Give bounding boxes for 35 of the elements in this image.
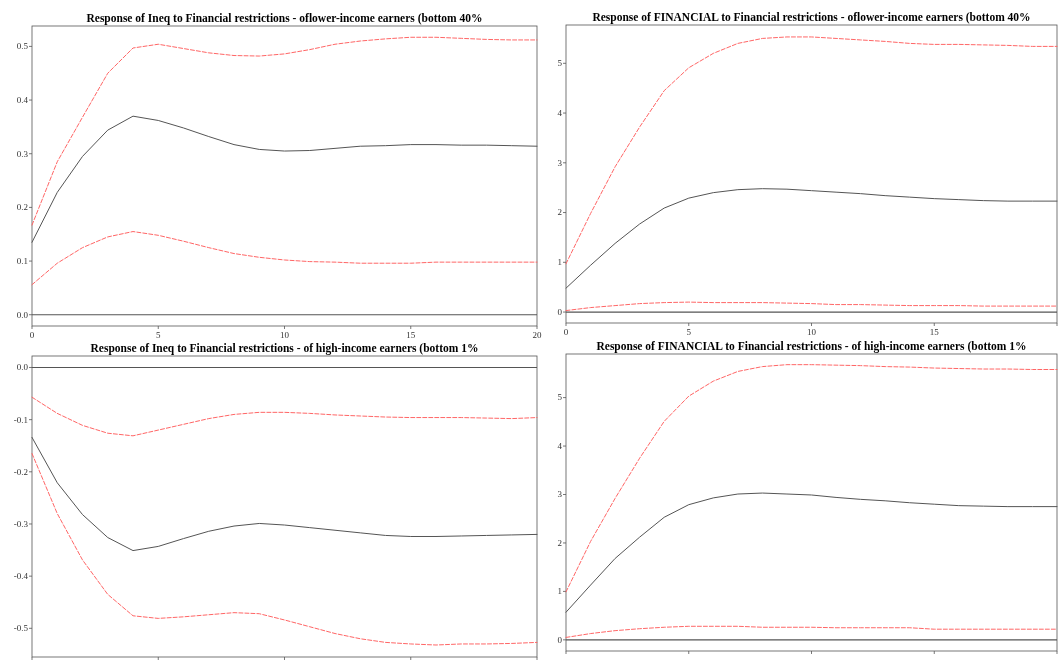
y-tick-label: 2 [557,207,562,218]
y-tick-label: 0.4 [16,94,29,105]
chart-title: Response of FINANCIAL to Financial restrictions - of high-income earners (bottom 1% [596,340,1027,353]
x-tick-label: 20 [532,330,542,340]
y-tick-label: 5 [557,58,563,69]
y-tick-label: 2 [557,537,562,548]
x-tick-label: 5 [686,327,692,337]
x-tick-label: 10 [807,327,817,337]
y-tick-label: -0.5 [13,623,29,634]
chart-title: Response of FINANCIAL to Financial restrictions - oflower-income earners (bottom 40% [592,11,1031,24]
x-tick-label: 10 [280,330,290,340]
x-tick-label: 5 [156,330,161,340]
chart-title: Response of Ineq to Financial restrictions - of high-income earners (bottom 1% [90,342,479,355]
y-tick-label: 0.2 [16,202,28,213]
y-tick-label: 1 [557,257,562,268]
chart-title: Response of Ineq to Financial restrictions - oflower-income earners (bottom 40% [86,12,483,25]
y-tick-label: 0.1 [16,255,28,266]
y-tick-label: -0.4 [13,571,29,582]
y-tick-label: 4 [557,107,563,118]
y-tick-label: 0 [557,306,563,317]
y-tick-label: 4 [557,440,563,451]
y-tick-label: 3 [557,489,563,500]
y-tick-label: 0.5 [16,41,29,52]
y-tick-label: 0.0 [16,309,29,320]
x-tick-label: 15 [406,330,416,340]
y-tick-label: 3 [557,157,563,168]
x-tick-label: 15 [929,327,940,337]
y-tick-label: 0.3 [16,148,29,159]
y-tick-label: -0.1 [13,414,28,425]
y-tick-label: -0.2 [13,466,28,477]
y-tick-label: 5 [557,392,563,403]
y-tick-label: -0.3 [13,518,29,529]
y-tick-label: 1 [557,586,562,597]
y-tick-label: 0 [557,634,563,645]
y-tick-label: 0.0 [16,362,29,373]
